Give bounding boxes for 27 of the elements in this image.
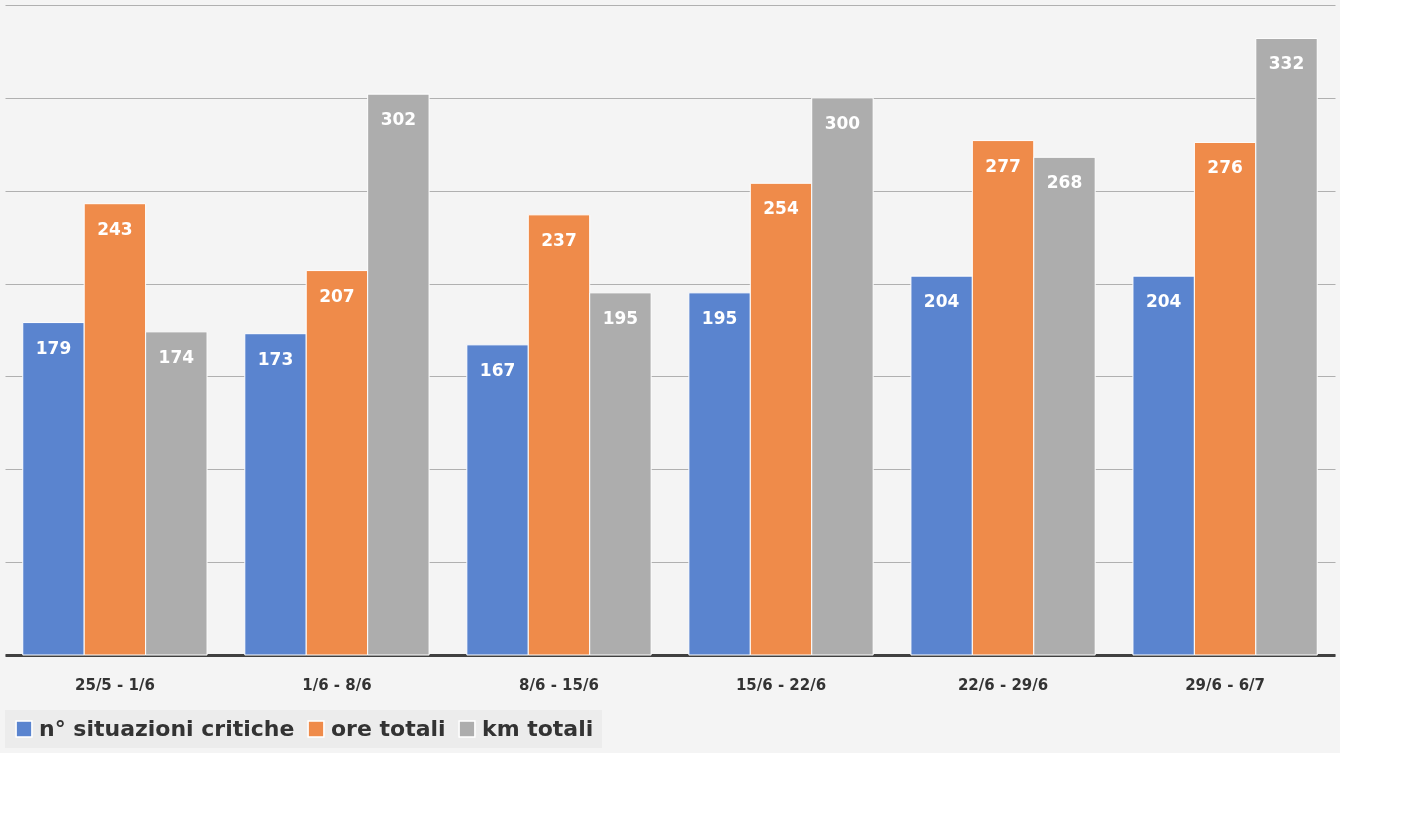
x-tick-label: 29/6 - 6/7 bbox=[1185, 675, 1265, 694]
data-label: 204 bbox=[923, 291, 960, 312]
data-label: 174 bbox=[158, 346, 195, 367]
data-label: 332 bbox=[1268, 53, 1305, 74]
data-label: 167 bbox=[479, 359, 516, 380]
data-label: 277 bbox=[985, 155, 1021, 176]
legend-label: km totali bbox=[482, 716, 594, 741]
x-tick-label: 15/6 - 22/6 bbox=[735, 675, 827, 694]
x-tick-label: 8/6 - 15/6 bbox=[519, 675, 599, 694]
data-label: 237 bbox=[541, 229, 577, 250]
data-label: 300 bbox=[824, 112, 861, 133]
data-label: 302 bbox=[380, 109, 417, 130]
data-label: 276 bbox=[1207, 157, 1243, 178]
x-tick-label: 25/5 - 1/6 bbox=[75, 675, 155, 694]
legend-label: n° situazioni critiche bbox=[39, 716, 295, 741]
data-label: 195 bbox=[602, 307, 639, 328]
legend-label: ore totali bbox=[331, 716, 446, 741]
data-label: 173 bbox=[257, 348, 294, 369]
x-tick-label: 22/6 - 29/6 bbox=[957, 675, 1049, 694]
data-label: 268 bbox=[1046, 172, 1083, 193]
data-label: 254 bbox=[763, 198, 799, 219]
x-tick-label: 1/6 - 8/6 bbox=[302, 675, 372, 694]
data-label: 195 bbox=[701, 307, 738, 328]
data-label: 243 bbox=[97, 218, 133, 239]
data-label: 207 bbox=[319, 285, 355, 306]
data-label: 204 bbox=[1145, 291, 1182, 312]
data-label: 179 bbox=[35, 337, 72, 358]
